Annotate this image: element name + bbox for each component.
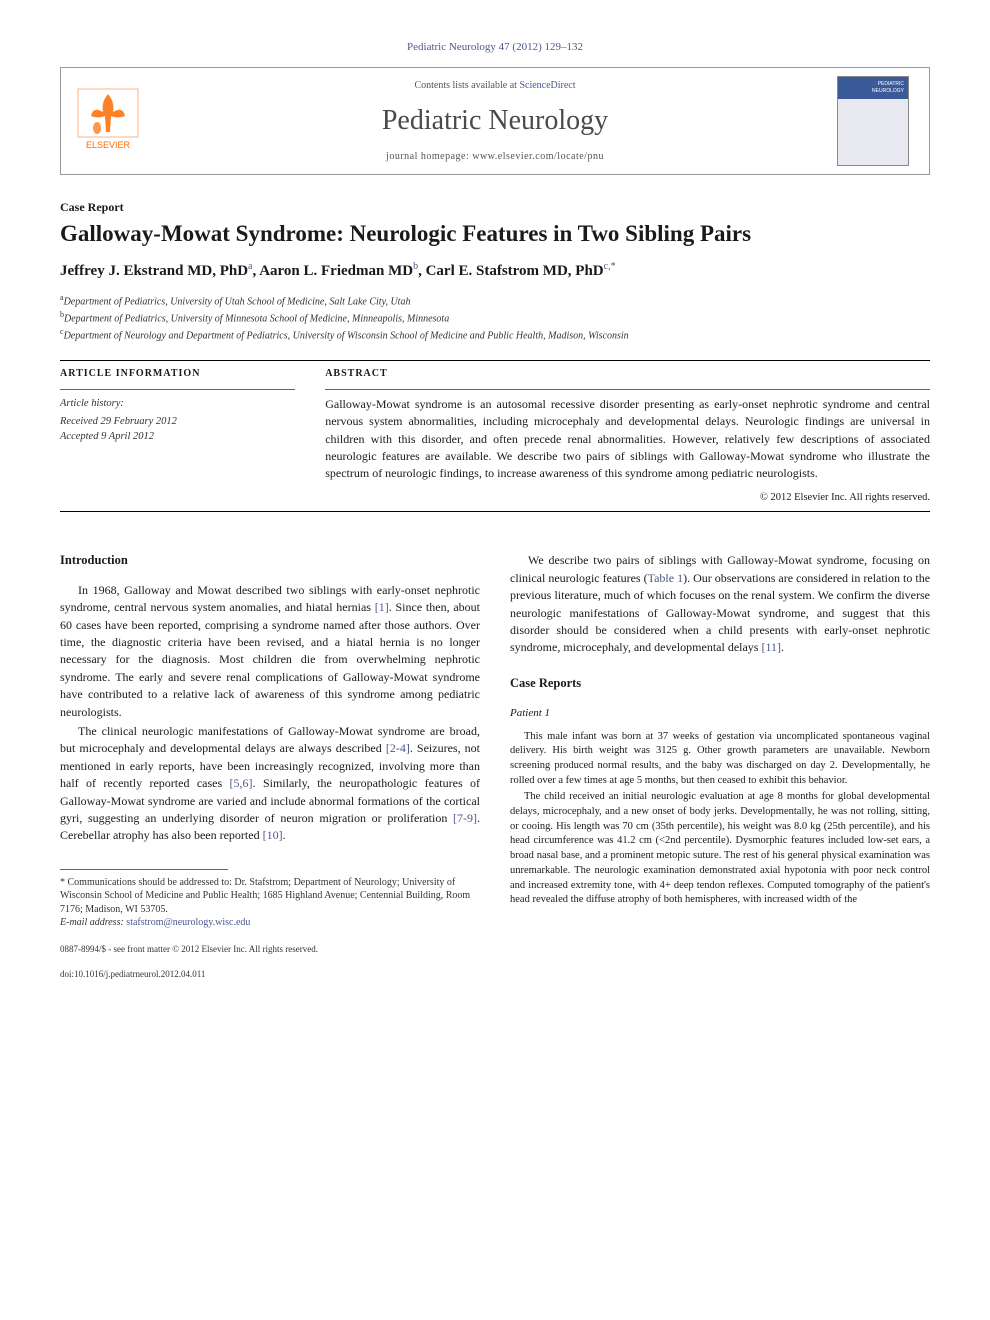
accepted-date: Accepted 9 April 2012 (60, 429, 295, 445)
affiliation-marker: c, (604, 261, 611, 272)
journal-homepage-url[interactable]: www.elsevier.com/locate/pnu (472, 151, 604, 162)
affiliation-a: Department of Pediatrics, University of … (64, 296, 411, 307)
divider (60, 360, 930, 361)
abstract-label: ABSTRACT (325, 367, 930, 381)
svg-text:ELSEVIER: ELSEVIER (86, 140, 131, 150)
divider (60, 511, 930, 512)
case-reports-heading: Case Reports (510, 675, 930, 693)
article-type: Case Report (60, 199, 930, 216)
elsevier-tree-icon: ELSEVIER (73, 84, 143, 154)
citation-link[interactable]: [5,6] (230, 776, 253, 790)
introduction-heading: Introduction (60, 552, 480, 570)
patient1-paragraph-2: The child received an initial neurologic… (510, 790, 930, 908)
citation-link[interactable]: [1] (375, 600, 389, 614)
intro-paragraph-2: The clinical neurologic manifestations o… (60, 723, 480, 845)
corresponding-email-link[interactable]: stafstrom@neurology.wisc.edu (126, 917, 250, 928)
abstract-text: Galloway-Mowat syndrome is an autosomal … (325, 396, 930, 483)
journal-homepage-line: journal homepage: www.elsevier.com/locat… (153, 150, 837, 164)
affiliation-c: Department of Neurology and Department o… (64, 331, 629, 342)
article-info-label: ARTICLE INFORMATION (60, 367, 295, 381)
email-footnote: E-mail address: stafstrom@neurology.wisc… (60, 916, 480, 930)
divider (325, 389, 930, 390)
citation-link[interactable]: [7-9] (453, 811, 477, 825)
corresponding-author-footnote: * Communications should be addressed to:… (60, 876, 480, 917)
intro-paragraph-1: In 1968, Galloway and Mowat described tw… (60, 582, 480, 721)
citation-link[interactable]: [11] (761, 640, 781, 654)
author-1[interactable]: Jeffrey J. Ekstrand MD, PhD (60, 263, 248, 279)
table-link[interactable]: Table 1 (648, 571, 683, 585)
journal-reference: Pediatric Neurology 47 (2012) 129–132 (60, 40, 930, 55)
article-history: Article history: Received 29 February 20… (60, 396, 295, 445)
patient1-paragraph-1: This male infant was born at 37 weeks of… (510, 730, 930, 789)
journal-cover-thumbnail[interactable] (837, 76, 917, 166)
affiliations-block: aDepartment of Pediatrics, University of… (60, 292, 930, 344)
col2-paragraph-1: We describe two pairs of siblings with G… (510, 552, 930, 656)
citation-link[interactable]: [2-4] (386, 741, 410, 755)
sciencedirect-link[interactable]: ScienceDirect (519, 80, 575, 91)
doi-line[interactable]: doi:10.1016/j.pediatrneurol.2012.04.011 (60, 969, 480, 981)
contents-available-line: Contents lists available at ScienceDirec… (153, 79, 837, 93)
footnote-divider (60, 869, 228, 870)
author-list: Jeffrey J. Ekstrand MD, PhDa, Aaron L. F… (60, 260, 930, 282)
issn-copyright-line: 0887-8994/$ - see front matter © 2012 El… (60, 944, 480, 956)
received-date: Received 29 February 2012 (60, 414, 295, 430)
author-3[interactable]: Carl E. Stafstrom MD, PhD (426, 263, 604, 279)
author-2[interactable]: Aaron L. Friedman MD (259, 263, 413, 279)
divider (60, 389, 295, 390)
patient-1-heading: Patient 1 (510, 706, 930, 721)
journal-header-box: ELSEVIER Contents lists available at Sci… (60, 67, 930, 175)
publisher-logo[interactable]: ELSEVIER (73, 84, 153, 159)
affiliation-b: Department of Pediatrics, University of … (64, 313, 449, 324)
citation-link[interactable]: [10] (263, 828, 283, 842)
abstract-copyright: © 2012 Elsevier Inc. All rights reserved… (325, 491, 930, 506)
article-title: Galloway-Mowat Syndrome: Neurologic Feat… (60, 220, 930, 248)
journal-title: Pediatric Neurology (153, 101, 837, 140)
corresponding-author-marker[interactable]: * (611, 261, 616, 272)
